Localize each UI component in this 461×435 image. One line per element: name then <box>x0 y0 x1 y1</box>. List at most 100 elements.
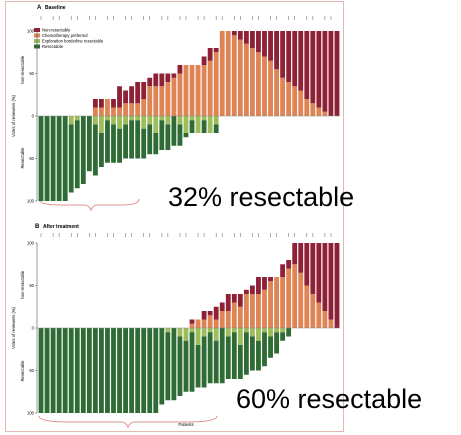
panel-a-bar-resectable <box>62 116 68 201</box>
panel-a-y-tick-label: 100 <box>27 29 35 34</box>
panel-a-bar-non-resectable <box>213 48 219 53</box>
panel-b-bar-resectable <box>286 328 292 337</box>
panel-b-bar-resectable <box>280 332 286 341</box>
panel-b-bar-resectable <box>237 345 243 379</box>
panel-b-bar-resectable <box>262 332 267 367</box>
panel-b-bar-chemotherapy-preferred <box>207 315 213 328</box>
panel-b-bar-chemotherapy-preferred <box>250 294 255 328</box>
panel-a-bar-non-resectable <box>316 31 322 108</box>
panel-b-bar-exploration-borderline <box>165 328 171 333</box>
panel-b-bar-resectable <box>183 340 189 392</box>
panel-b-bar-non-resectable <box>207 311 213 316</box>
panel-b-bar-chemotherapy-preferred <box>256 294 261 328</box>
panel-a-bar-resectable <box>201 120 207 133</box>
panel-a-bar-resectable <box>213 124 219 133</box>
panel-a-bar-non-resectable <box>262 31 267 57</box>
panel-b-bar-non-resectable <box>328 243 334 320</box>
panel-b-bar-exploration-borderline <box>274 328 279 333</box>
panel-b-bar-resectable <box>171 328 177 401</box>
panel-a-bar-chemotherapy-preferred <box>147 86 153 116</box>
panel-b-bar-resectable <box>141 328 147 413</box>
panel-b-bar-chemotherapy-preferred <box>268 281 273 328</box>
panel-b-bar-exploration-borderline <box>268 328 273 337</box>
panel-b-bar-resectable <box>165 332 171 401</box>
panel-b-bar-exploration-borderline <box>201 328 207 337</box>
panel-b-bar-resectable <box>74 328 80 413</box>
panel-b-bar-chemotherapy-preferred <box>189 323 195 328</box>
panel-a-bar-chemotherapy-preferred <box>225 31 231 116</box>
panel-a-bar-chemotherapy-preferred <box>92 107 98 116</box>
panel-a-bar-chemotherapy-preferred <box>250 48 255 116</box>
panel-b-bar-non-resectable <box>219 302 225 311</box>
panel-b-bar-chemotherapy-preferred <box>274 277 279 328</box>
panel-a-bar-exploration-borderline <box>177 116 183 125</box>
panel-b-bar-resectable <box>99 328 104 413</box>
legend-label-resectable: Resectable <box>42 44 64 49</box>
panel-b-bar-resectable <box>243 332 249 375</box>
panel-a-bar-non-resectable <box>92 99 98 108</box>
panel-a-bar-exploration-borderline <box>105 116 110 121</box>
panel-a-bar-non-resectable <box>256 31 261 53</box>
panel-a-bar-exploration-borderline <box>99 116 104 133</box>
panel-b-bar-non-resectable <box>256 277 261 294</box>
panel-a-bar-resectable <box>159 120 165 150</box>
panel-b-bar-resectable <box>225 336 231 379</box>
panel-a-bar-chemotherapy-preferred <box>286 82 292 116</box>
panel-a-bar-non-resectable <box>135 82 141 104</box>
panel-a-bar-chemotherapy-preferred <box>183 65 189 116</box>
legend-swatch-non-resectable <box>34 28 40 32</box>
panel-b-bar-exploration-borderline <box>177 328 183 337</box>
panel-b-bar-non-resectable <box>237 294 243 307</box>
panel-a-bar-resectable <box>147 124 153 155</box>
panel-b-bar-chemotherapy-preferred <box>195 319 201 328</box>
panel-b-bar-resectable <box>129 328 135 413</box>
panel-a-bar-exploration-borderline <box>189 116 195 121</box>
panel-a-bar-exploration-borderline <box>165 116 171 125</box>
panel-b-bar-chemotherapy-preferred <box>225 311 231 328</box>
panel-b-upper-region-label: Non-resectable <box>20 270 25 299</box>
panel-a-bar-exploration-borderline <box>153 116 159 133</box>
panel-a-bar-resectable <box>123 124 128 159</box>
panel-a-bar-non-resectable <box>99 99 104 108</box>
panel-a-bar-chemotherapy-preferred <box>195 65 201 116</box>
panel-a-bar-exploration-borderline <box>147 116 153 125</box>
panel-a-bar-exploration-borderline <box>135 116 141 121</box>
panel-b-y-tick-label: 50 <box>29 368 34 373</box>
panel-a-bar-chemotherapy-preferred <box>304 99 310 116</box>
panel-b-bar-chemotherapy-preferred <box>243 294 249 328</box>
panel-b-bar-exploration-borderline <box>195 328 201 345</box>
panel-b-title: After treatment <box>43 224 79 230</box>
panel-a-bar-non-resectable <box>153 73 159 87</box>
panel-a-bar-chemotherapy-preferred <box>99 107 104 116</box>
panel-a-bar-chemotherapy-preferred <box>141 99 147 116</box>
baseline-resectable-annotation: 32% resectable <box>168 182 355 212</box>
panel-b-bar-exploration-borderline <box>243 328 249 333</box>
panel-b-bar-resectable <box>86 328 92 413</box>
panel-b-bar-resectable <box>268 336 273 358</box>
panel-a-bar-exploration-borderline <box>213 116 219 125</box>
panel-b-bar-chemotherapy-preferred <box>292 264 298 328</box>
panel-b-bar-exploration-borderline <box>256 328 261 341</box>
panel-a-bar-chemotherapy-preferred <box>322 111 328 116</box>
panel-b-bar-non-resectable <box>268 277 273 282</box>
panel-a-bar-resectable <box>135 120 141 159</box>
panel-b-bar-chemotherapy-preferred <box>213 319 219 328</box>
panel-b-bar-non-resectable <box>286 260 292 269</box>
panel-a-bar-chemotherapy-preferred <box>268 60 273 116</box>
panel-b-bar-exploration-borderline <box>207 328 213 333</box>
panel-a-bar-exploration-borderline <box>159 116 165 121</box>
panel-b-bar-exploration-borderline <box>189 328 195 333</box>
panel-a-bar-chemotherapy-preferred <box>213 52 219 116</box>
panel-a-bar-non-resectable <box>268 31 273 61</box>
panel-a-bar-resectable <box>44 116 50 201</box>
panel-a-bar-exploration-borderline <box>129 116 135 121</box>
panel-b-bar-chemotherapy-preferred <box>328 319 334 328</box>
panel-b-bar-chemotherapy-preferred <box>298 272 304 328</box>
panel-a-bar-non-resectable <box>286 31 292 82</box>
panel-b-bar-non-resectable <box>243 289 249 294</box>
panel-a-bar-non-resectable <box>237 31 243 40</box>
panel-a-bar-exploration-borderline <box>92 116 98 125</box>
panel-a-bar-chemotherapy-preferred <box>123 103 128 116</box>
panel-b-bar-exploration-borderline <box>280 328 286 333</box>
